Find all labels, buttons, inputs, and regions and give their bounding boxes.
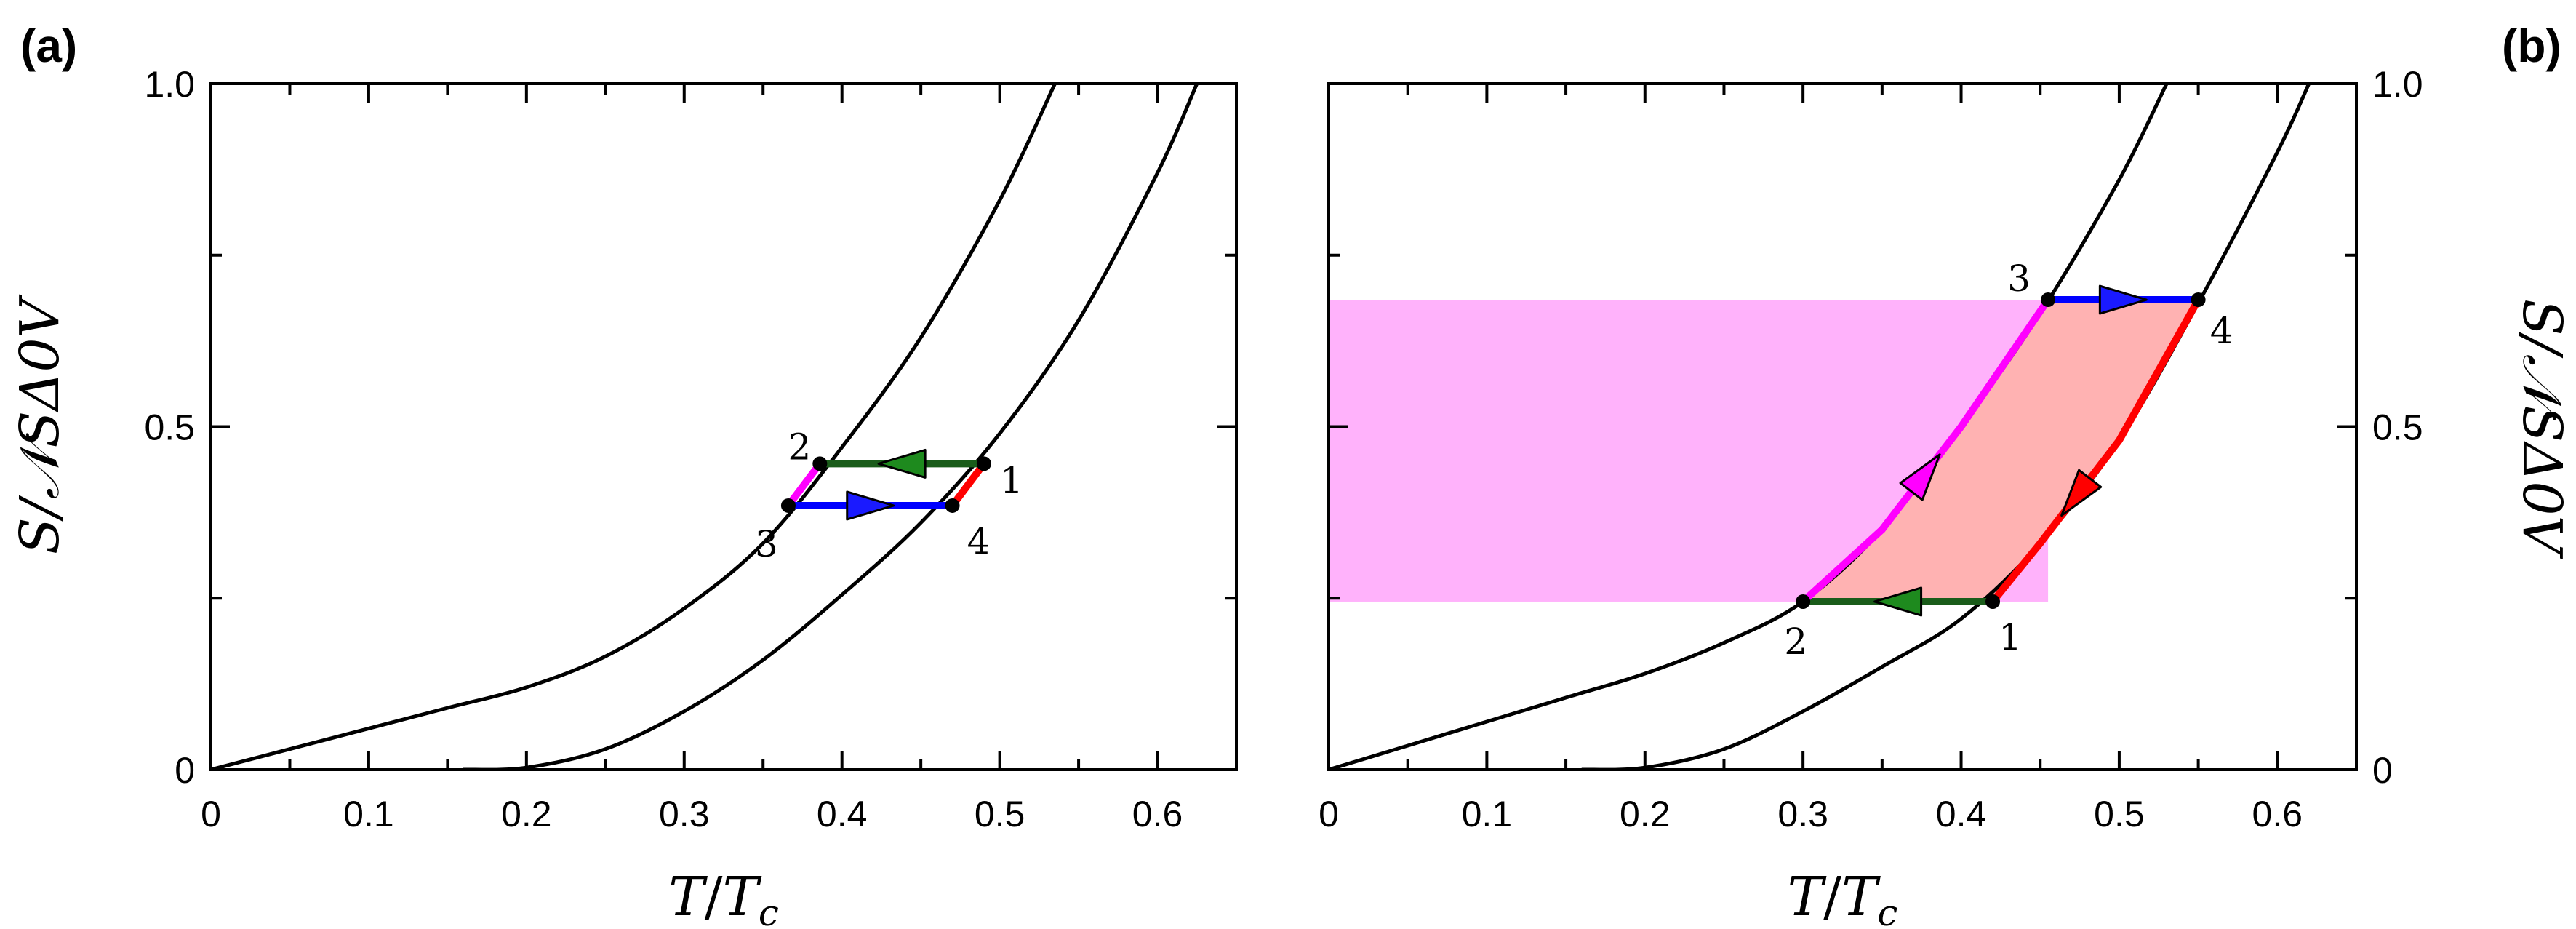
point-label-2: 2 (1784, 621, 1807, 663)
x-axis-label-sub: c (1877, 892, 1897, 929)
plot-area: 1 2 3 4 (1329, 84, 2311, 770)
panel-label: (a) (20, 20, 77, 72)
x-tick-label: 0.4 (1936, 794, 1987, 834)
point-label-1: 1 (1000, 459, 1023, 501)
x-axis-label-sub: c (759, 892, 779, 929)
x-axis-label-den: T (1841, 866, 1881, 928)
cycle-point-4 (945, 498, 960, 513)
x-tick-label: 0.6 (2252, 794, 2303, 834)
y-tick-label: 1.0 (2372, 64, 2423, 105)
cycle-region (1803, 300, 2199, 602)
entropy-curve-1 (211, 84, 1057, 770)
x-tick-label: 0.5 (2094, 794, 2145, 834)
cycle-segment-4-1 (948, 460, 988, 509)
cycle-segment-2-3 (784, 460, 824, 509)
x-tick-label: 0.2 (1620, 794, 1671, 834)
arrow-3-4 (846, 490, 895, 521)
x-tick-label: 0.1 (343, 794, 394, 834)
x-tick-label: 0 (1319, 794, 1339, 834)
x-tick-label: 0.4 (817, 794, 868, 834)
y-axis-label: S/𝒩SΔ0V (2511, 299, 2573, 559)
x-tick-label: 0.5 (975, 794, 1025, 834)
x-axis-label-main: T (668, 866, 708, 928)
y-tick-label: 0 (175, 750, 195, 791)
y-tick-label: 0.5 (2372, 407, 2423, 448)
plot-frame (209, 82, 1238, 771)
entropy-curve-2 (1581, 84, 2311, 770)
point-label-3: 3 (2007, 258, 2031, 300)
entropy-curve-2 (463, 84, 1199, 770)
y-axis-label: S/𝒩SΔ0V (9, 294, 71, 554)
plot-area: 1 2 3 4 (211, 84, 1199, 770)
cycle-point-1 (976, 456, 991, 471)
x-tick-label: 0 (201, 794, 221, 834)
cycle-point-4 (2191, 292, 2206, 308)
point-label-3: 3 (755, 523, 778, 565)
panel-label: (b) (2502, 20, 2561, 72)
y-tick-label: 1.0 (144, 64, 195, 105)
point-label-4: 4 (2210, 310, 2233, 352)
arrow-3-4 (2098, 284, 2148, 315)
x-axis-label-slash: / (705, 866, 723, 928)
y-tick-label: 0.5 (144, 407, 195, 448)
x-tick-label: 0.3 (659, 794, 710, 834)
arrow-4-1 (2060, 469, 2103, 517)
arrow-1-2 (1873, 586, 1923, 617)
point-label-4: 4 (967, 520, 991, 562)
panel-b: 1 2 3 4 0 0.1 0.2 0.3 0.4 0.5 0.6 0 0.5 1.0 T/Tc S/𝒩SΔ0… (1319, 20, 2573, 929)
cycle-point-3 (2041, 292, 2056, 308)
panel-a: 1 2 3 4 0 0.1 0.2 0.3 0.4 0.5 0.6 0 0.5 1.0 T/Tc S/𝒩SΔ0… (9, 20, 1238, 929)
x-axis-label-main: T (1788, 866, 1827, 928)
cycle-point-2 (812, 456, 828, 471)
x-axis-label-den: T (722, 866, 761, 928)
x-tick-label: 0.2 (501, 794, 552, 834)
x-axis-label-slash: / (1823, 866, 1841, 928)
x-tick-label: 0.1 (1462, 794, 1513, 834)
cycle-point-1 (1985, 594, 2001, 609)
cycle-point-2 (1796, 594, 1811, 609)
plot-content (1329, 84, 2311, 770)
x-tick-label: 0.6 (1132, 794, 1183, 834)
point-label-1: 1 (1999, 616, 2022, 658)
point-label-2: 2 (788, 426, 811, 468)
x-axis-label: T/Tc (668, 866, 779, 929)
cycle-point-3 (780, 498, 796, 513)
x-tick-label: 0.3 (1777, 794, 1828, 834)
y-tick-label: 0 (2372, 750, 2393, 791)
arrow-1-2 (877, 448, 927, 479)
plot-content (211, 84, 1199, 770)
x-axis-label: T/Tc (1788, 866, 1898, 929)
arrow-2-3 (1899, 453, 1941, 501)
